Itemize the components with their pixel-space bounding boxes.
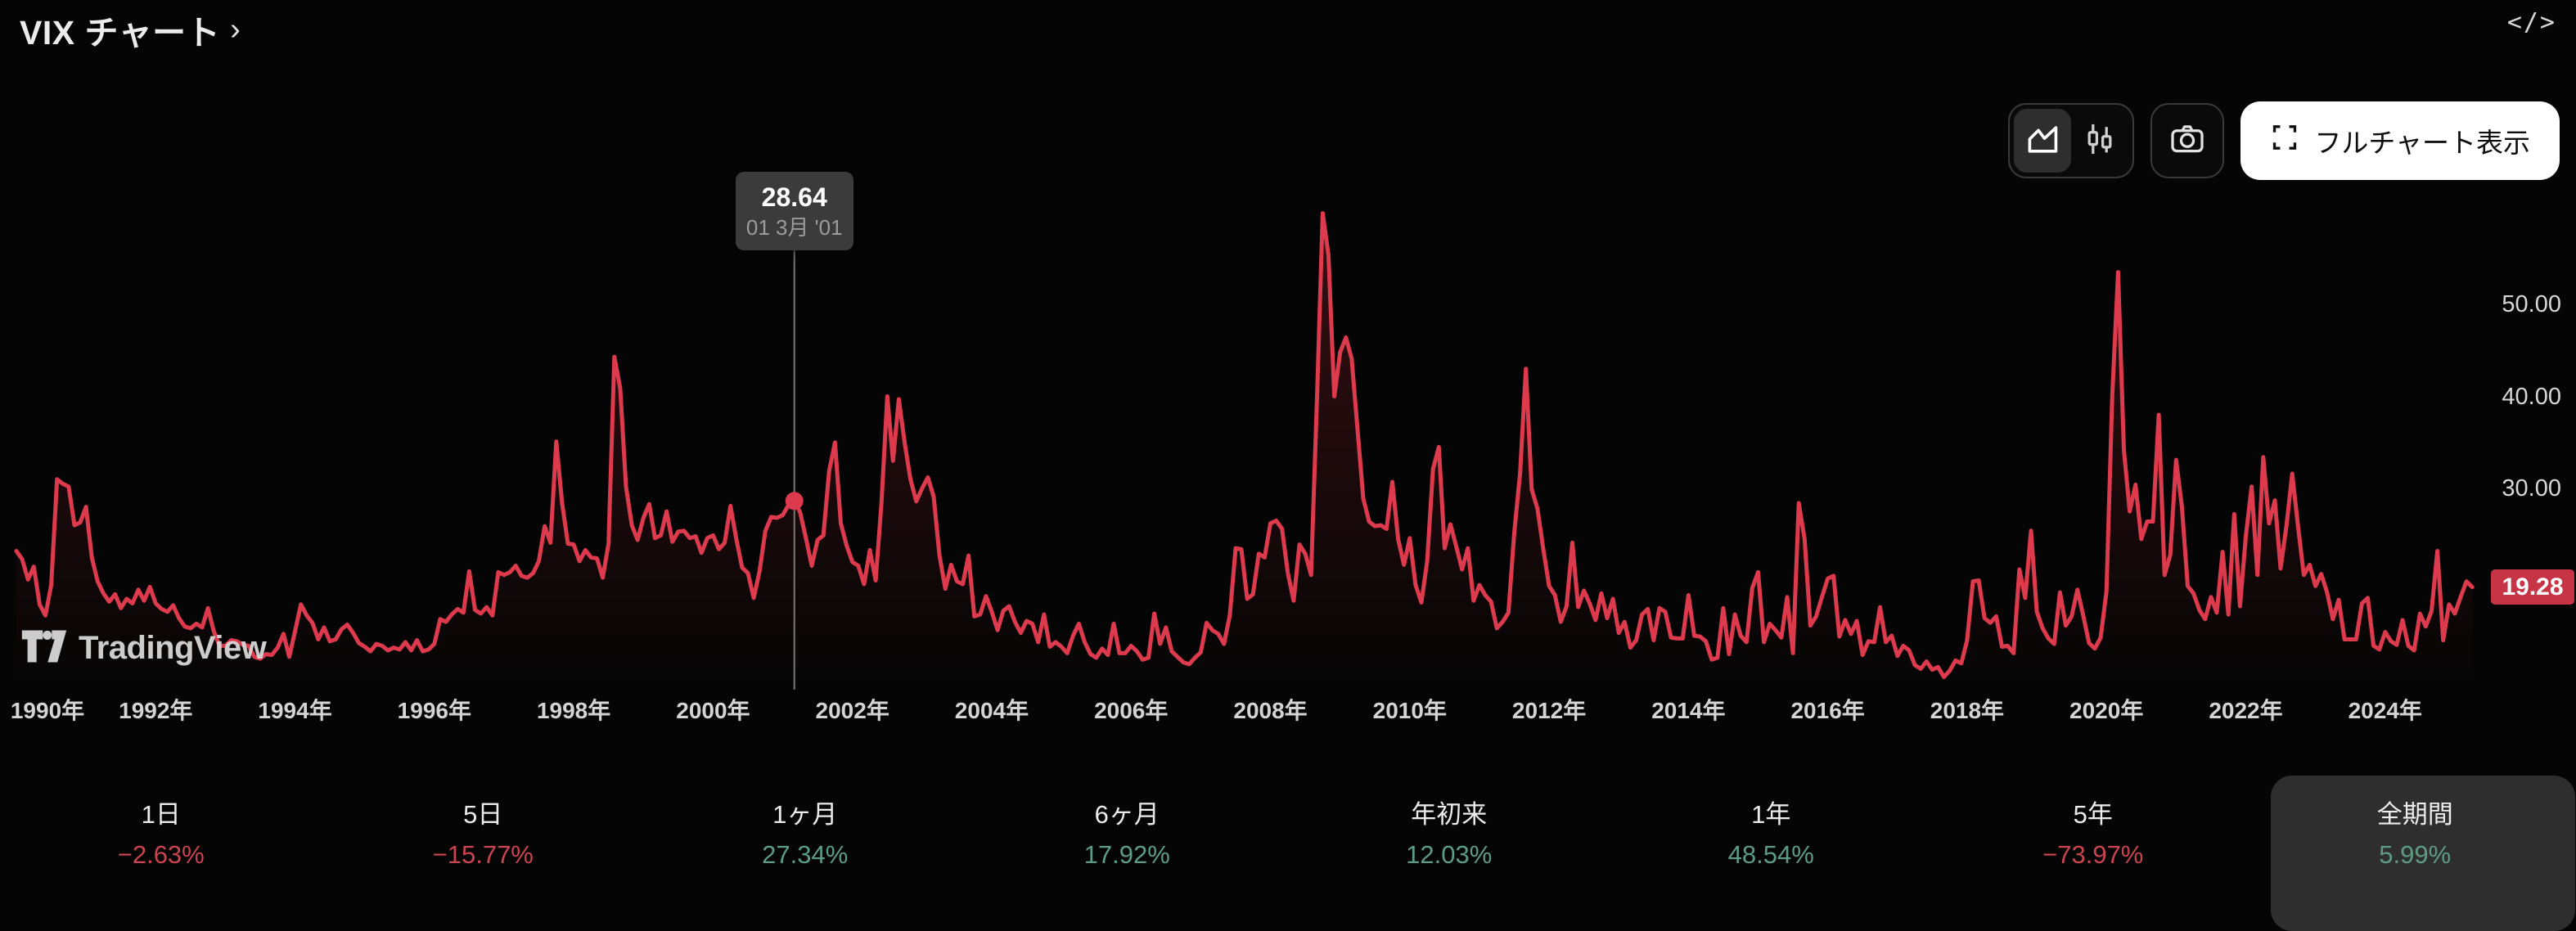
period-label: 6ヶ月 <box>1095 800 1160 830</box>
period-label: 年初来 <box>1411 800 1487 830</box>
x-axis-label: 2008年 <box>1233 693 1307 726</box>
period-button-1y[interactable]: 1年 48.54% <box>1610 776 1933 895</box>
x-axis-label: 1990年 <box>11 693 84 726</box>
area-chart-button[interactable] <box>2014 109 2071 173</box>
x-axis-label: 1996年 <box>398 693 471 726</box>
x-axis-label: 2018年 <box>1930 693 2004 726</box>
price-badge: 19.28 <box>2491 569 2574 605</box>
period-button-5y[interactable]: 5年 −73.97% <box>1932 776 2254 895</box>
x-axis-label: 1992年 <box>119 693 192 726</box>
period-label: 全期間 <box>2377 800 2453 830</box>
period-label: 1日 <box>142 800 181 830</box>
period-change: 17.92% <box>1084 840 1170 870</box>
fullscreen-icon <box>2270 123 2299 159</box>
x-axis-label: 1994年 <box>258 693 331 726</box>
period-button-1m[interactable]: 1ヶ月 27.34% <box>644 776 966 895</box>
period-label: 1年 <box>1751 800 1790 830</box>
crosshair-dot <box>786 492 804 510</box>
tooltip-value: 28.64 <box>762 183 827 211</box>
area-chart-icon <box>2024 120 2061 162</box>
y-axis-label: 30.00 <box>2471 475 2561 502</box>
period-change: 12.03% <box>1406 840 1492 870</box>
snapshot-button[interactable] <box>2150 103 2224 178</box>
period-label: 1ヶ月 <box>772 800 837 830</box>
period-button-6m[interactable]: 6ヶ月 17.92% <box>966 776 1289 895</box>
chart-toolbar: フルチャート表示 <box>2008 101 2560 180</box>
candlestick-chart-button[interactable] <box>2071 109 2128 173</box>
x-axis-label: 2010年 <box>1373 693 1447 726</box>
chart-tooltip: 28.64 01 3月 '01 <box>736 172 853 250</box>
x-axis-label: 2020年 <box>2069 693 2143 726</box>
period-change: 5.99% <box>2379 840 2451 870</box>
tradingview-wordmark: TradingView <box>79 630 266 667</box>
x-axis-label: 2022年 <box>2209 693 2282 726</box>
x-axis-label: 1998年 <box>537 693 610 726</box>
tooltip-date: 01 3月 '01 <box>746 216 843 239</box>
period-change: −73.97% <box>2042 840 2143 870</box>
x-axis-label: 2012年 <box>1512 693 1586 726</box>
full-chart-button[interactable]: フルチャート表示 <box>2240 101 2560 180</box>
x-axis-label: 2004年 <box>955 693 1029 726</box>
period-label: 5年 <box>2074 800 2113 830</box>
tradingview-mark-icon <box>21 627 67 670</box>
x-axis: 1990年 1992年 1994年 1996年 1998年 2000年 2002年 2004年… <box>0 693 2576 726</box>
period-change: −15.77% <box>433 840 534 870</box>
tradingview-logo[interactable]: TradingView <box>21 627 266 670</box>
period-change: 27.34% <box>762 840 848 870</box>
period-button-5d[interactable]: 5日 −15.77% <box>322 776 645 895</box>
period-button-all[interactable]: 全期間 5.99% <box>2254 776 2576 895</box>
y-axis-label: 40.00 <box>2471 384 2561 411</box>
period-change: 48.54% <box>1728 840 1814 870</box>
period-change: −2.63% <box>118 840 205 870</box>
x-axis-label: 2000年 <box>676 693 750 726</box>
full-chart-label: フルチャート表示 <box>2314 121 2530 160</box>
y-axis-label: 50.00 <box>2471 291 2561 318</box>
period-button-1d[interactable]: 1日 −2.63% <box>0 776 322 895</box>
camera-icon <box>2168 119 2207 163</box>
x-axis-label: 2016年 <box>1790 693 1864 726</box>
period-button-ytd[interactable]: 年初来 12.03% <box>1288 776 1610 895</box>
x-axis-label: 2006年 <box>1094 693 1168 726</box>
period-label: 5日 <box>463 800 502 830</box>
x-axis-label: 2024年 <box>2349 693 2422 726</box>
price-badge-value: 19.28 <box>2502 573 2563 601</box>
period-stats-bar: 1日 −2.63% 5日 −15.77% 1ヶ月 27.34% 6ヶ月 17.9… <box>0 776 2576 895</box>
candlestick-chart-icon <box>2081 120 2119 162</box>
chart-type-toggle <box>2008 103 2134 178</box>
x-axis-label: 2014年 <box>1651 693 1725 726</box>
x-axis-label: 2002年 <box>816 693 889 726</box>
